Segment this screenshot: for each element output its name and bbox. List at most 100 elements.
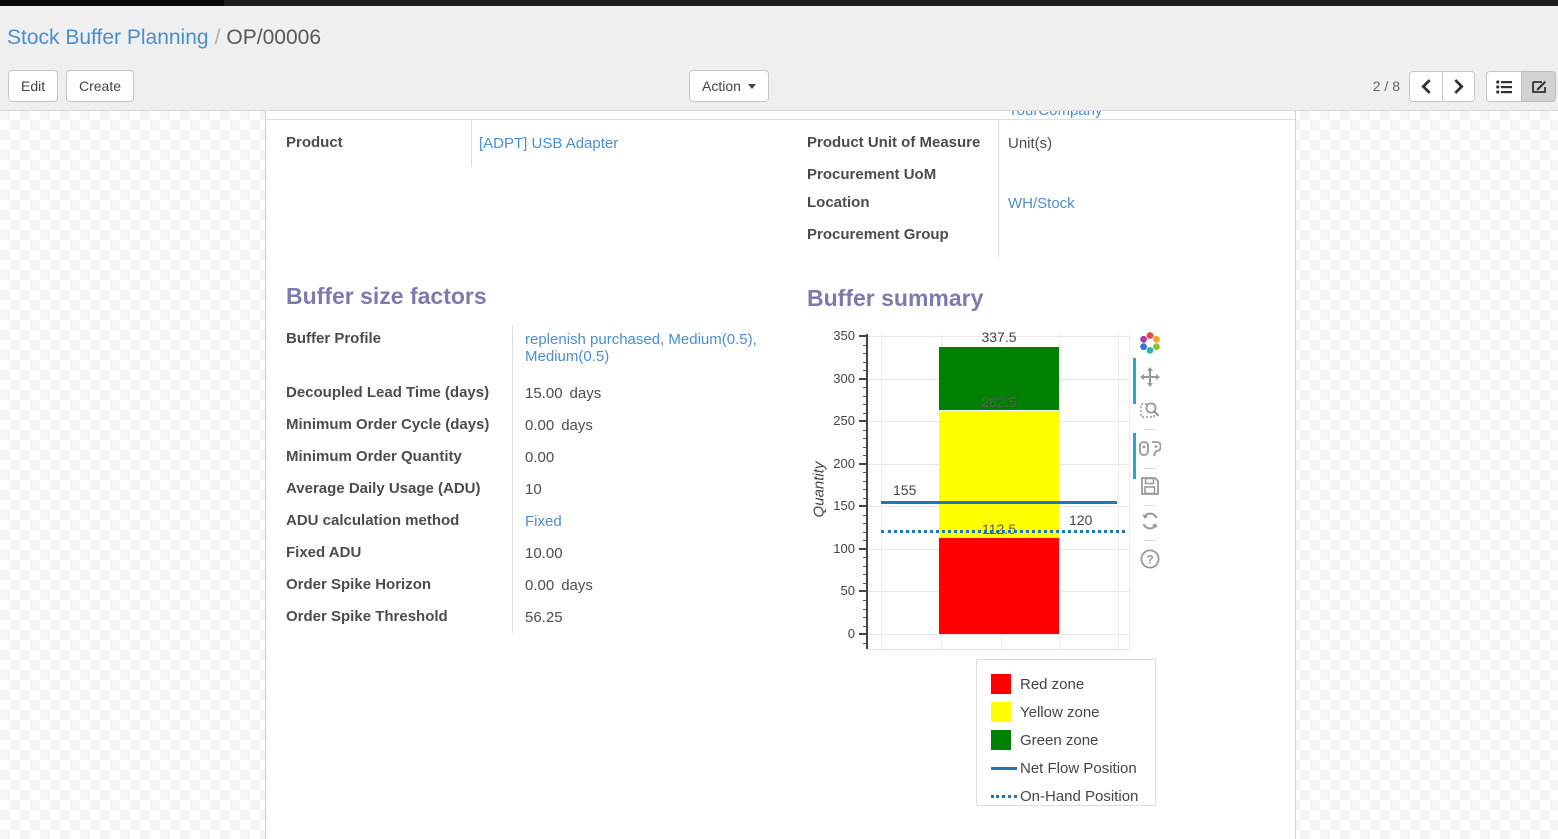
form-view-button[interactable]: [1521, 71, 1556, 102]
legend-label: On-Hand Position: [1020, 787, 1139, 805]
y-major-tick: [859, 590, 867, 593]
control-panel: Stock Buffer Planning / OP/00006 Edit Crea…: [0, 6, 1558, 111]
company-link-clipped[interactable]: YourCompany: [1008, 111, 1103, 119]
gridline-h: [867, 336, 1129, 337]
reset-axes-button[interactable]: [1137, 510, 1163, 536]
y-minor-tick: [863, 404, 867, 406]
legend-item[interactable]: Green zone: [991, 726, 1155, 754]
y-minor-tick: [863, 617, 867, 618]
y-minor-tick: [863, 608, 867, 610]
plotly-logo-button[interactable]: [1137, 331, 1163, 358]
field-label: Minimum Order Quantity: [286, 448, 462, 465]
legend-label: Red zone: [1020, 675, 1085, 693]
breadcrumb: Stock Buffer Planning / OP/00006: [7, 26, 321, 50]
column-divider: [471, 119, 472, 167]
y-minor-tick: [863, 489, 867, 491]
field-value-link[interactable]: WH/Stock: [1008, 195, 1075, 212]
modebar-separator: [1144, 429, 1156, 430]
edit-button[interactable]: Edit: [8, 70, 59, 102]
legend-label: Net Flow Position: [1020, 759, 1137, 777]
pager-next-button[interactable]: [1442, 71, 1475, 102]
field-value: 10.00: [525, 545, 563, 562]
pager-buttons: [1409, 71, 1475, 102]
save-icon: [1140, 476, 1160, 501]
buffer-summary-chart: Quantity 337.5 262.5 112.5 155 120 0 50 100 150 20…: [807, 326, 1187, 826]
save-button[interactable]: [1137, 475, 1163, 501]
field-value-link[interactable]: replenish purchased, Medium(0.5), Medium…: [525, 331, 757, 365]
column-divider: [998, 119, 999, 257]
y-major-tick: [859, 420, 867, 423]
field-suffix: days: [561, 577, 593, 594]
field-label: Procurement Group: [807, 226, 949, 243]
chart-legend: Red zone Yellow zone Green zone Net Flow Po…: [976, 659, 1156, 806]
legend-item[interactable]: On-Hand Position: [991, 782, 1155, 805]
y-minor-tick: [863, 523, 867, 525]
list-view-button[interactable]: [1486, 71, 1521, 102]
on-hand-position-line-icon: [991, 794, 1017, 798]
compare-hover-button[interactable]: [1137, 438, 1163, 464]
chevron-left-icon: [1420, 79, 1431, 94]
action-dropdown-button[interactable]: Action: [689, 70, 769, 102]
y-major-tick: [859, 462, 867, 465]
y-major-tick: [859, 377, 867, 380]
field-label: Average Daily Usage (ADU): [286, 480, 481, 497]
y-tick-label: 150: [833, 498, 855, 514]
breadcrumb-current: OP/00006: [226, 26, 321, 49]
field-label: ADU calculation method: [286, 512, 460, 529]
bar-value-label: 112.5: [982, 521, 1016, 538]
gridline-v: [881, 334, 882, 649]
svg-text:?: ?: [1146, 552, 1153, 566]
field-suffix: days: [561, 417, 593, 434]
y-minor-tick: [863, 395, 867, 397]
y-minor-tick: [863, 480, 867, 482]
field-value: Fixed: [525, 513, 562, 530]
buffer-summary-title: Buffer summary: [807, 285, 984, 311]
y-axis-line: [866, 334, 868, 649]
pan-button[interactable]: [1137, 366, 1163, 392]
modebar-separator: [1144, 505, 1156, 506]
y-minor-tick: [863, 531, 867, 533]
green-zone-bar: [939, 346, 1059, 411]
y-tick-label: 0: [847, 626, 855, 641]
zoom-box-button[interactable]: [1137, 399, 1163, 425]
create-button[interactable]: Create: [66, 70, 135, 102]
gridline-v: [1129, 334, 1130, 649]
field-label: Fixed ADU: [286, 544, 362, 561]
field-value-link[interactable]: Fixed: [525, 513, 562, 530]
column-divider: [512, 325, 513, 633]
y-major-tick: [859, 335, 867, 337]
field-label: Order Spike Horizon: [286, 576, 432, 593]
legend-item[interactable]: Net Flow Position: [991, 754, 1155, 782]
form-view-icon: [1531, 81, 1546, 93]
field-suffix: days: [569, 385, 602, 402]
help-button[interactable]: ?: [1137, 548, 1163, 574]
legend-item[interactable]: Yellow zone: [991, 698, 1155, 726]
chevron-right-icon: [1454, 79, 1464, 94]
legend-item[interactable]: Red zone: [991, 670, 1155, 698]
y-minor-tick: [863, 497, 867, 499]
y-minor-tick: [863, 446, 867, 448]
yellow-zone-swatch-icon: [991, 702, 1011, 722]
zoom-box-icon: [1140, 400, 1160, 425]
field-value: WH/Stock: [1008, 195, 1075, 212]
green-zone-swatch-icon: [991, 730, 1011, 750]
net-flow-line: [881, 501, 1117, 504]
field-label: Minimum Order Cycle (days): [286, 416, 490, 433]
y-tick-label: 200: [833, 455, 855, 471]
on-hand-line: [881, 529, 1125, 533]
pager-previous-button[interactable]: [1409, 71, 1442, 102]
breadcrumb-parent-link[interactable]: Stock Buffer Planning: [7, 26, 209, 49]
field-label: Buffer Profile: [286, 330, 382, 347]
breadcrumb-separator: /: [214, 26, 221, 49]
y-tick-label: 250: [833, 413, 855, 429]
y-major-tick: [859, 505, 867, 508]
y-minor-tick: [863, 429, 867, 431]
y-minor-tick: [863, 472, 867, 474]
field-label: Product: [286, 134, 343, 151]
field-value: 56.25: [525, 609, 563, 626]
field-value-link[interactable]: [ADPT] USB Adapter: [479, 135, 619, 152]
red-zone-bar: [939, 538, 1059, 634]
y-minor-tick: [863, 625, 867, 627]
field-value: 10: [525, 481, 542, 498]
y-tick-label: 350: [833, 328, 855, 343]
